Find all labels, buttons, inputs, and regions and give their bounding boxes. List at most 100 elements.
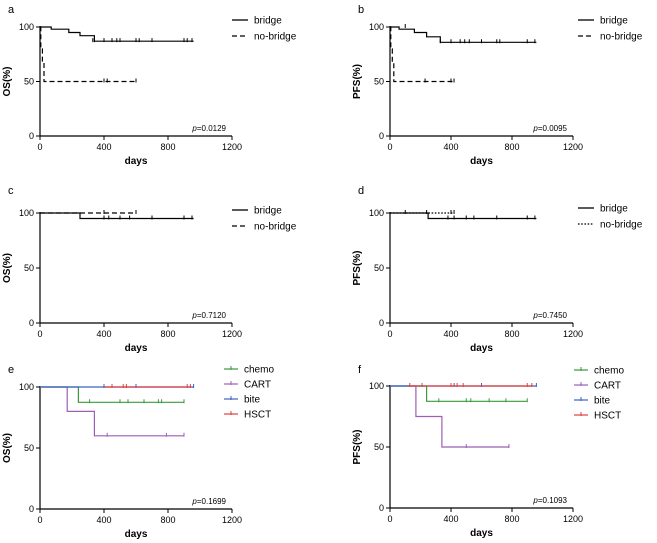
series-chemo xyxy=(40,386,185,404)
x-tick-label: 1200 xyxy=(563,142,583,152)
survival-line-cart xyxy=(390,385,509,448)
y-tick-label: 100 xyxy=(19,208,34,218)
panel-b: b 0 400 800 1200 0 50 100 days PFS(%) p=0.0095 brid… xyxy=(352,4,643,167)
legend-label: CART xyxy=(244,380,271,391)
x-tick-label: 800 xyxy=(504,514,519,524)
series-cart xyxy=(40,386,185,437)
legend-label: no-bridge xyxy=(254,32,297,43)
x-tick-label: 1200 xyxy=(222,515,242,525)
y-tick-label: 0 xyxy=(29,504,34,514)
survival-line-no-bridge xyxy=(390,26,455,83)
y-tick-label: 100 xyxy=(369,208,384,218)
legend-label: chemo xyxy=(594,366,624,377)
x-tick-label: 1200 xyxy=(222,142,242,152)
y-tick-label: 50 xyxy=(24,77,34,87)
series-bridge xyxy=(390,24,537,44)
legend: bridge no-bridge xyxy=(232,16,297,43)
y-tick-label: 100 xyxy=(19,382,34,392)
legend-label: bite xyxy=(244,395,261,406)
panel-label-e: e xyxy=(8,364,14,376)
y-tick-label: 50 xyxy=(374,77,384,87)
y-tick-label: 100 xyxy=(19,22,34,32)
series-no-bridge xyxy=(40,210,137,214)
panel-label-d: d xyxy=(358,185,364,197)
p-value: p=0.7450 xyxy=(532,311,567,320)
y-tick-label: 100 xyxy=(369,22,384,32)
survival-line-chemo xyxy=(390,385,528,402)
y-tick-label: 50 xyxy=(24,443,34,453)
x-tick-label: 400 xyxy=(96,142,111,152)
panel-a: a 0 400 800 1200 0 50 100 days OS(%) p=0.0129 bridg… xyxy=(2,4,297,167)
legend-label: bite xyxy=(594,396,611,407)
series-bridge xyxy=(390,210,537,220)
x-tick-label: 400 xyxy=(443,142,458,152)
y-tick-label: 100 xyxy=(369,381,384,391)
x-axis-label: days xyxy=(125,343,148,354)
x-tick-label: 1200 xyxy=(563,329,583,339)
p-value: p=0.1093 xyxy=(532,496,567,505)
panel-f: f 0 400 800 1200 0 50 100 days PFS(%) p=0.1093 chem… xyxy=(352,364,624,539)
series-hsct xyxy=(408,383,534,387)
legend: bridge no-bridge xyxy=(578,204,643,231)
panel-c: c 0 400 800 1200 0 50 100 days OS(%) p=0.7120 bridg… xyxy=(2,185,297,354)
legend: chemo CART bite HSCT xyxy=(574,366,624,422)
legend-label: chemo xyxy=(244,365,274,376)
y-axis-label: OS(%) xyxy=(2,253,13,283)
legend-label: no-bridge xyxy=(600,220,643,231)
survival-line-bridge xyxy=(390,26,537,43)
x-axis-label: days xyxy=(470,528,493,539)
y-tick-label: 50 xyxy=(374,442,384,452)
y-axis-label: OS(%) xyxy=(2,67,13,97)
legend-label: CART xyxy=(594,381,621,392)
legend: bridge no-bridge xyxy=(232,206,297,233)
y-tick-label: 50 xyxy=(374,263,384,273)
x-tick-label: 0 xyxy=(387,329,392,339)
legend: bridge no-bridge xyxy=(578,16,643,43)
x-tick-label: 400 xyxy=(443,514,458,524)
legend-label: bridge xyxy=(600,204,628,215)
y-tick-label: 0 xyxy=(379,131,384,141)
survival-line-bridge xyxy=(40,212,194,220)
x-axis-label: days xyxy=(470,156,493,167)
panel-label-a: a xyxy=(8,4,15,16)
x-tick-label: 800 xyxy=(160,329,175,339)
series-no-bridge xyxy=(390,26,455,83)
series-cart xyxy=(390,385,510,448)
x-tick-label: 0 xyxy=(37,329,42,339)
x-axis-label: days xyxy=(470,343,493,354)
x-tick-label: 800 xyxy=(504,142,519,152)
series-no-bridge xyxy=(390,210,455,214)
x-tick-label: 0 xyxy=(37,142,42,152)
x-tick-label: 800 xyxy=(160,515,175,525)
x-tick-label: 400 xyxy=(96,515,111,525)
p-value: p=0.1699 xyxy=(191,497,226,506)
survival-line-cart xyxy=(40,386,184,437)
panel-d: d 0 400 800 1200 0 50 100 days PFS(%) p=0.7450 brid… xyxy=(352,185,643,354)
x-tick-label: 800 xyxy=(160,142,175,152)
legend-label: HSCT xyxy=(244,410,271,421)
p-value: p=0.0129 xyxy=(191,124,226,133)
p-value: p=0.7120 xyxy=(191,311,226,320)
panel-e: e 0 400 800 1200 0 50 100 days OS(%) p=0.1699 chemo… xyxy=(2,364,274,540)
y-tick-label: 0 xyxy=(379,503,384,513)
legend-label: no-bridge xyxy=(600,32,643,43)
x-tick-label: 400 xyxy=(96,329,111,339)
x-tick-label: 1200 xyxy=(563,514,583,524)
x-tick-label: 800 xyxy=(504,329,519,339)
series-bridge xyxy=(40,212,194,220)
y-axis-label: PFS(%) xyxy=(352,64,363,99)
legend-label: bridge xyxy=(254,16,282,27)
y-axis-label: PFS(%) xyxy=(352,430,363,465)
x-tick-label: 0 xyxy=(37,515,42,525)
x-tick-label: 0 xyxy=(387,514,392,524)
series-bridge xyxy=(40,26,194,43)
y-tick-label: 0 xyxy=(29,318,34,328)
x-tick-label: 0 xyxy=(387,142,392,152)
y-tick-label: 0 xyxy=(379,318,384,328)
legend-label: bridge xyxy=(254,206,282,217)
p-value: p=0.0095 xyxy=(532,124,567,133)
x-tick-label: 400 xyxy=(443,329,458,339)
survival-line-bridge xyxy=(390,212,537,220)
x-axis-label: days xyxy=(125,156,148,167)
